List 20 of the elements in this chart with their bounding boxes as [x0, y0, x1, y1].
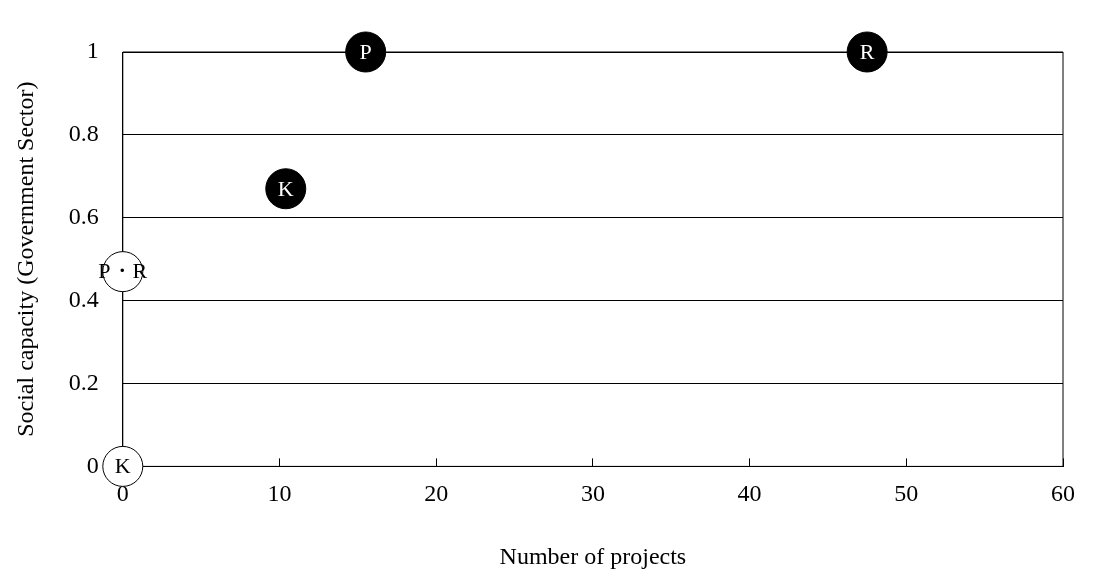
- x-tick-label: 60: [1051, 480, 1075, 507]
- x-tick-label: 30: [580, 480, 605, 507]
- x-axis-title: Number of projects: [499, 542, 687, 569]
- x-tick-label: 50: [894, 480, 919, 507]
- data-label: R: [859, 38, 875, 64]
- y-tick-label: 0: [86, 451, 99, 478]
- x-tick-label: 10: [267, 480, 292, 507]
- y-tick-label: 0.6: [68, 203, 99, 230]
- data-label: K: [114, 453, 131, 479]
- x-tick-label: 40: [737, 480, 762, 507]
- point: [345, 31, 387, 73]
- y-axis-title: Social capacity (Government Sector): [11, 81, 38, 437]
- y-tick-label: 0.2: [68, 368, 99, 395]
- y-tick-label: 0.4: [68, 285, 99, 312]
- data-label: P: [359, 38, 372, 64]
- y-tick-label: 0.8: [68, 120, 99, 147]
- x-tick-label: 20: [424, 480, 449, 507]
- x-tick-label: 0: [116, 480, 129, 507]
- data-label: K: [277, 175, 294, 201]
- y-tick-label: 1: [86, 37, 99, 64]
